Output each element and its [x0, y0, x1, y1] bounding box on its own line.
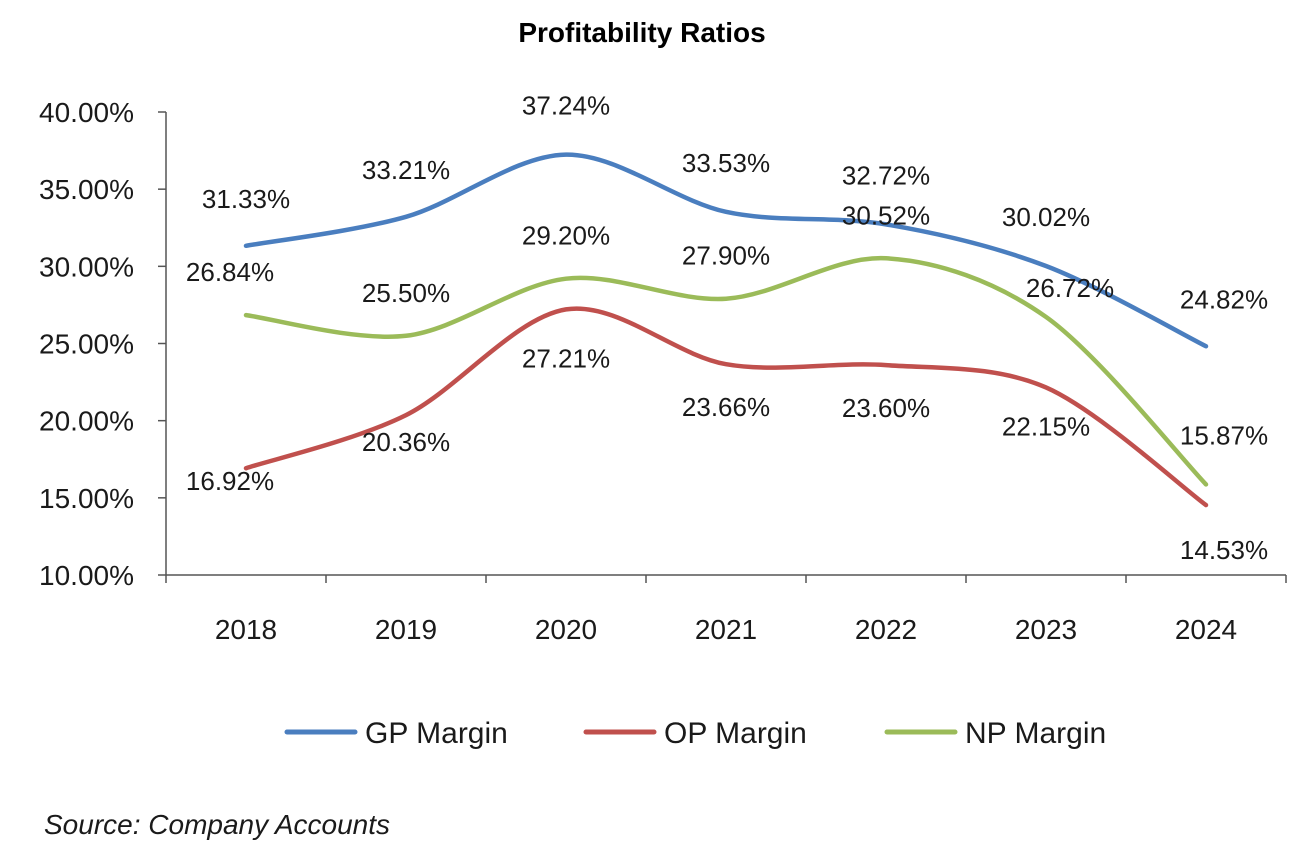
series-lines: [243, 152, 1209, 508]
x-tick-label: 2024: [1175, 614, 1237, 645]
gp-data-label: 37.24%: [522, 91, 610, 121]
y-tick-label: 10.00%: [39, 560, 134, 591]
x-tick-label: 2020: [535, 614, 597, 645]
chart-legend: GP Margin OP Margin NP Margin: [284, 717, 1106, 750]
source-note: Source: Company Accounts: [44, 809, 390, 840]
op-data-label: 14.53%: [1180, 535, 1268, 565]
gp-legend-label: GP Margin: [365, 717, 508, 750]
y-tick-label: 30.00%: [39, 251, 134, 282]
x-tick-label: 2023: [1015, 614, 1077, 645]
op-data-label: 27.21%: [522, 343, 610, 373]
x-tick-label: 2019: [375, 614, 437, 645]
op-data-label: 20.36%: [362, 427, 450, 457]
y-tick-label: 25.00%: [39, 329, 134, 360]
x-tick-label: 2022: [855, 614, 917, 645]
np-data-label: 29.20%: [522, 221, 610, 251]
y-tick-label: 40.00%: [39, 97, 134, 128]
np-data-label: 27.90%: [682, 241, 770, 271]
gp-data-label: 24.82%: [1180, 284, 1268, 314]
y-tick-label: 20.00%: [39, 406, 134, 437]
op-data-label: 23.60%: [842, 393, 930, 423]
np-legend-label: NP Margin: [965, 717, 1106, 750]
chart-axes: 10.00% 15.00% 20.00% 25.00% 30.00% 35.00% 40.0…: [39, 97, 1287, 645]
data-labels: 31.33% 33.21% 37.24% 33.53% 32.72% 30.02% 24.8…: [186, 91, 1268, 565]
op-data-label: 22.15%: [1002, 411, 1090, 441]
gp-data-label: 32.72%: [842, 160, 930, 190]
op-margin-line: [243, 306, 1209, 508]
y-tick-label: 15.00%: [39, 483, 134, 514]
gp-data-label: 30.02%: [1002, 202, 1090, 232]
np-margin-line: [243, 256, 1209, 487]
x-tick-label: 2021: [695, 614, 757, 645]
chart-title: Profitability Ratios: [518, 17, 765, 48]
op-legend-label: OP Margin: [664, 717, 807, 750]
op-data-label: 23.66%: [682, 392, 770, 422]
gp-data-label: 33.21%: [362, 155, 450, 185]
gp-data-label: 31.33%: [202, 184, 290, 214]
gp-margin-line: [243, 152, 1209, 349]
np-data-label: 15.87%: [1180, 420, 1268, 450]
gp-data-label: 33.53%: [682, 148, 770, 178]
op-data-label: 16.92%: [186, 466, 274, 496]
x-tick-label: 2018: [215, 614, 277, 645]
np-data-label: 30.52%: [842, 200, 930, 230]
np-data-label: 26.72%: [1026, 273, 1114, 303]
y-tick-label: 35.00%: [39, 174, 134, 205]
np-data-label: 26.84%: [186, 257, 274, 287]
np-data-label: 25.50%: [362, 278, 450, 308]
